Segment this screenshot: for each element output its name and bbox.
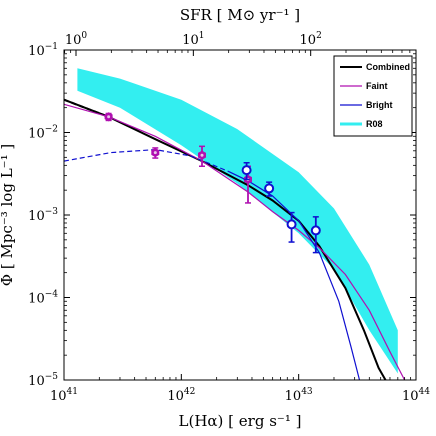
- legend-label-0: Combined: [366, 62, 410, 72]
- data-point-bright-1: [264, 183, 275, 194]
- legend-label-2: Bright: [366, 100, 393, 110]
- data-point-bright-3: [310, 225, 321, 236]
- y-tick-label-2: 10−3: [28, 207, 58, 224]
- data-point-faint-center-2: [200, 153, 204, 157]
- legend: Combined Faint Bright R08: [333, 55, 413, 137]
- y-tick-label-1: 10−4: [28, 290, 58, 307]
- series-line-3: [227, 170, 361, 380]
- data-point-bright-0: [241, 165, 252, 176]
- y-tick-label-3: 10−2: [28, 125, 58, 142]
- legend-label-1: Faint: [366, 81, 388, 91]
- y-axis-title: Φ [ Mpc⁻³ log L⁻¹ ]: [0, 144, 16, 286]
- series-line-2: [64, 103, 406, 380]
- top-tick-label-1: 101: [182, 31, 204, 48]
- x-tick-label-0: 1041: [50, 387, 78, 404]
- series-line-0: [64, 98, 387, 380]
- top-axis-title: SFR [ M⊙ yr⁻¹ ]: [180, 6, 300, 24]
- r08-band: [77, 68, 398, 374]
- data-point-faint-center-0: [107, 115, 111, 119]
- y-tick-label-4: 10−1: [28, 42, 58, 59]
- x-tick-label-3: 1044: [402, 387, 430, 404]
- data-point-faint-center-1: [153, 151, 157, 155]
- x-tick-label-1: 1042: [167, 387, 195, 404]
- y-tick-label-0: 10−5: [28, 372, 58, 389]
- x-axis-title: L(Hα) [ erg s⁻¹ ]: [179, 412, 302, 430]
- top-tick-label-2: 102: [300, 31, 322, 48]
- data-point-bright-2: [286, 219, 297, 230]
- x-tick-label-2: 1043: [285, 387, 313, 404]
- legend-label-3: R08: [366, 119, 383, 129]
- top-tick-label-0: 100: [65, 31, 88, 48]
- legend-box: [333, 55, 413, 137]
